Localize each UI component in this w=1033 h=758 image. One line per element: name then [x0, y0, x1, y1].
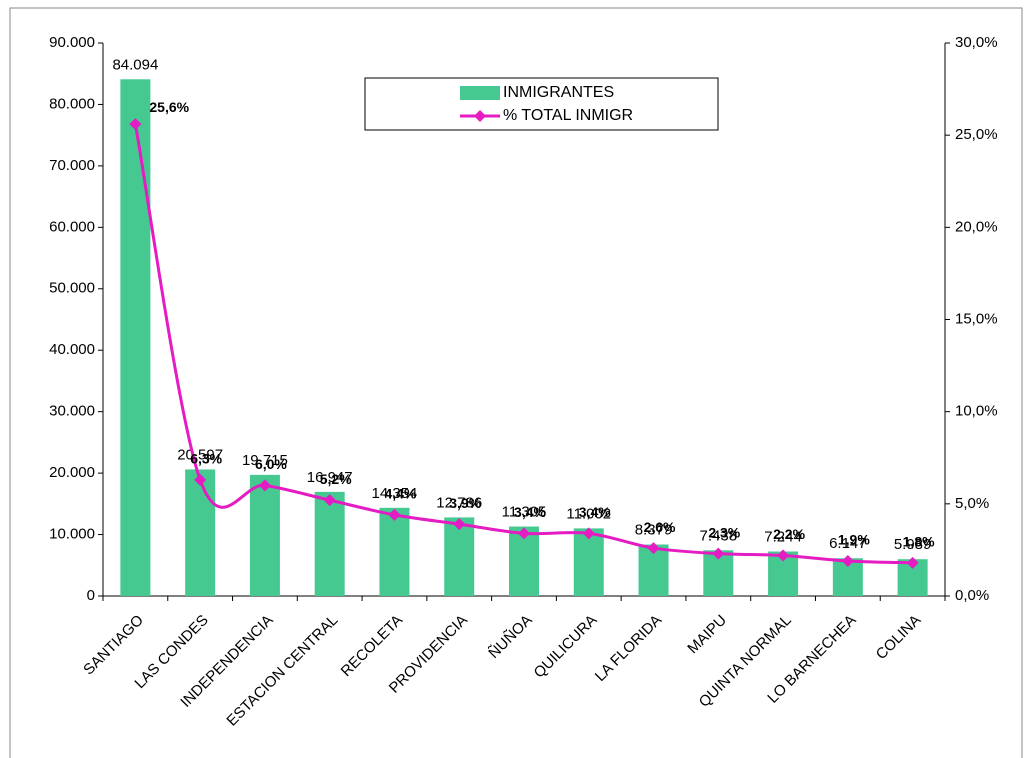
bar-value-label: 11.002 — [566, 505, 611, 522]
y-tick-label: 40.000 — [49, 341, 95, 358]
y-tick-label: 90.000 — [49, 34, 95, 51]
line-marker — [194, 473, 207, 486]
bar — [314, 491, 345, 596]
line-value-label: 4,4% — [385, 486, 417, 502]
y-tick-label: 60.000 — [49, 218, 95, 235]
line-value-label: 6,0% — [255, 456, 287, 472]
legend-label: INMIGRANTES — [503, 84, 614, 101]
line-value-label: 6,3% — [190, 451, 222, 467]
line-marker — [712, 547, 725, 560]
line-marker — [647, 542, 660, 555]
y2-tick-label: 10,0% — [955, 403, 998, 420]
line-value-label: 5,2% — [320, 471, 352, 487]
bar — [379, 507, 410, 596]
y-tick-label: 0 — [87, 587, 95, 604]
bar-value-label: 14.354 — [372, 485, 418, 502]
y2-tick-label: 25,0% — [955, 126, 998, 143]
line-marker — [388, 508, 401, 521]
bar-value-label: 7.244 — [764, 528, 802, 545]
line-value-label: 25,6% — [149, 99, 189, 115]
y2-tick-label: 20,0% — [955, 218, 998, 235]
y2-tick-label: 0,0% — [955, 587, 989, 604]
line-value-label: 2,6% — [644, 519, 676, 535]
line-marker — [258, 479, 271, 492]
legend-marker — [474, 110, 486, 122]
bar-value-label: 19.715 — [242, 452, 288, 469]
line-marker — [129, 118, 142, 131]
line-marker — [582, 527, 595, 540]
line-value-label: 2,2% — [773, 526, 805, 542]
bar-value-label: 11.305 — [502, 504, 547, 521]
bar-value-label: 5.989 — [894, 536, 932, 553]
bar — [573, 528, 604, 596]
line-value-label: 1,8% — [903, 534, 935, 550]
line-value-label: 3,4% — [514, 504, 546, 520]
line — [133, 123, 913, 565]
bar — [185, 469, 216, 596]
line-value-label: 1,9% — [838, 532, 870, 548]
bar-value-label: 20.597 — [177, 446, 223, 463]
bar-value-label: 16.947 — [307, 469, 353, 486]
legend-label: % TOTAL INMIGR — [503, 107, 633, 124]
line-marker — [777, 549, 790, 562]
legend-box — [364, 77, 719, 131]
bar — [249, 474, 280, 596]
line-marker — [453, 518, 466, 531]
line-marker — [518, 527, 530, 540]
y-tick-label: 70.000 — [49, 157, 95, 174]
line-value-label: 2,3% — [708, 524, 740, 540]
y2-tick-label: 5,0% — [955, 495, 989, 512]
bar-value-label: 12.786 — [436, 494, 482, 511]
y-tick-label: 20.000 — [49, 464, 95, 481]
bar-value-label: 6.147 — [829, 535, 867, 552]
y2-tick-label: 15,0% — [955, 310, 998, 327]
y-tick-label: 80.000 — [49, 95, 95, 112]
bar — [120, 79, 151, 597]
y-tick-label: 50.000 — [49, 280, 95, 297]
legend-swatch — [460, 86, 500, 100]
y2-tick-label: 30,0% — [955, 34, 998, 51]
y-tick-label: 10.000 — [49, 526, 95, 543]
bar-value-label: 84.094 — [112, 56, 158, 73]
y-tick-label: 30.000 — [49, 403, 95, 420]
line-value-label: 3,9% — [449, 495, 481, 511]
line-value-label: 3,4% — [579, 504, 611, 520]
line-marker — [323, 494, 336, 507]
bar-value-label: 7.438 — [700, 527, 738, 544]
line-marker — [906, 556, 919, 569]
bar — [444, 517, 475, 596]
line-marker — [841, 554, 854, 567]
bar-value-label: 8.379 — [635, 521, 673, 538]
